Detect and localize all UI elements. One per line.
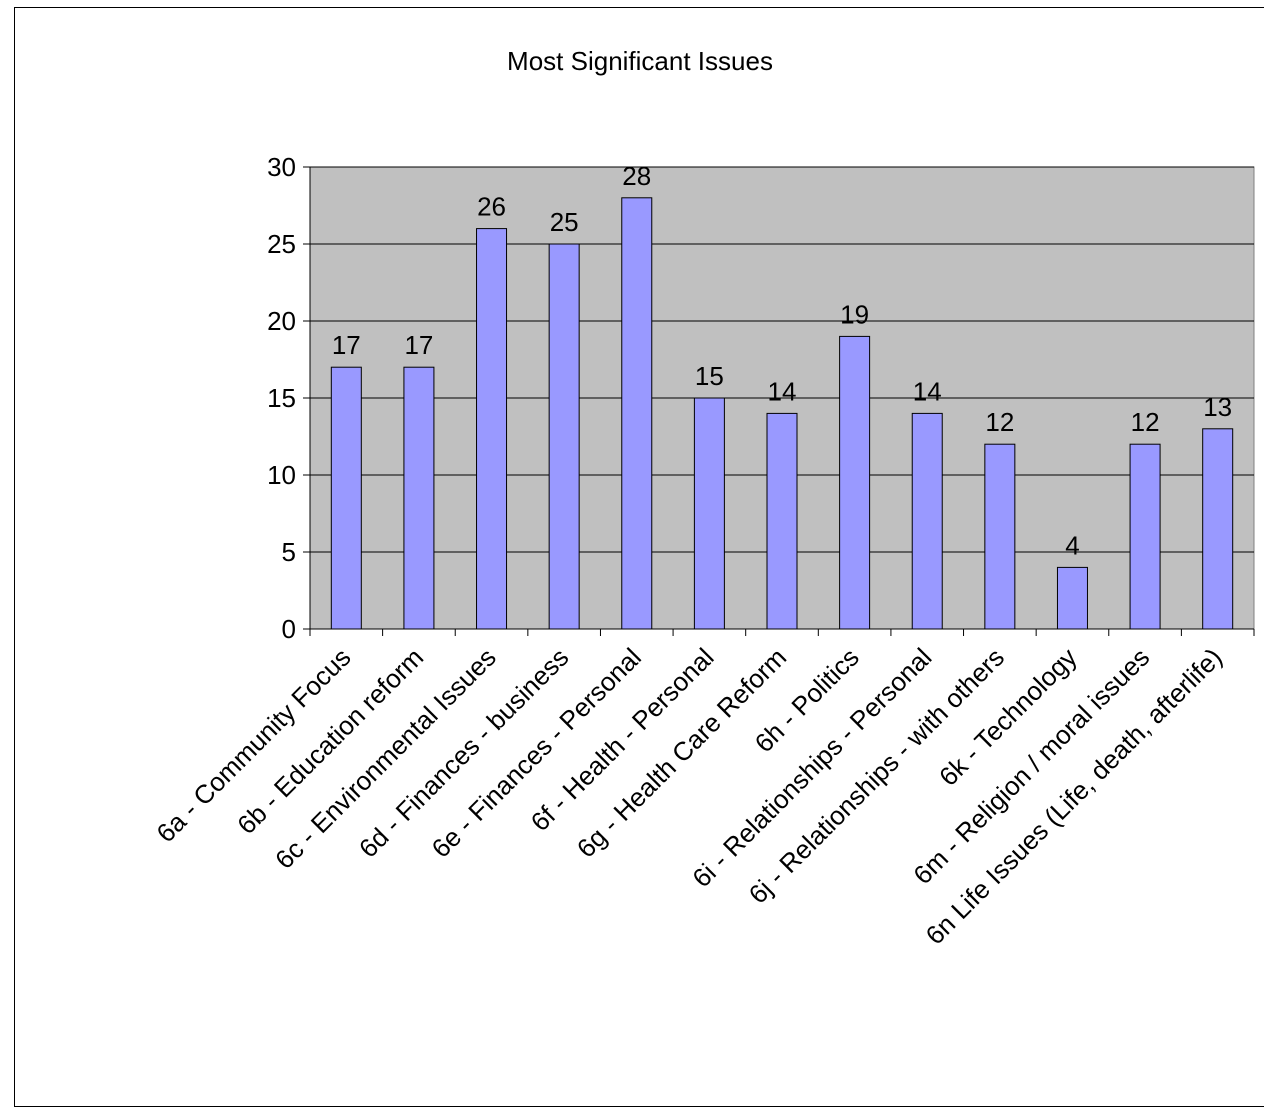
chart-title: Most Significant Issues (507, 46, 773, 76)
bar (1056, 566, 1088, 630)
bar (984, 443, 1016, 630)
bar (1202, 428, 1234, 630)
y-tick-label: 30 (267, 152, 296, 182)
bar (839, 335, 871, 630)
bar (330, 366, 362, 630)
bar (621, 197, 653, 630)
data-label: 19 (840, 299, 869, 329)
data-label: 17 (332, 330, 361, 360)
bar (548, 243, 580, 630)
data-label: 15 (695, 361, 724, 391)
data-label: 17 (404, 330, 433, 360)
bar (911, 412, 943, 630)
y-tick-label: 15 (267, 383, 296, 413)
data-labels: 17 17 26 25 28 15 14 19 14 12 4 12 13 (332, 161, 1232, 561)
data-label: 14 (768, 376, 797, 406)
y-tick-label: 5 (282, 537, 296, 567)
axes (303, 166, 1255, 636)
data-label: 12 (1131, 407, 1160, 437)
y-tick-labels: 0 5 10 15 20 25 30 (267, 152, 296, 644)
data-label: 26 (477, 192, 506, 222)
data-label: 4 (1065, 530, 1079, 560)
data-label: 25 (550, 207, 579, 237)
y-tick-label: 20 (267, 306, 296, 336)
y-tick-label: 10 (267, 460, 296, 490)
bar (403, 366, 435, 630)
data-label: 28 (622, 161, 651, 191)
y-tick-label: 0 (282, 614, 296, 644)
data-label: 13 (1203, 392, 1232, 422)
y-tick-label: 25 (267, 229, 296, 259)
data-label: 14 (913, 376, 942, 406)
bar (476, 228, 508, 630)
bar (1129, 443, 1161, 630)
bar (766, 412, 798, 630)
data-label: 12 (985, 407, 1014, 437)
bar (693, 397, 725, 630)
